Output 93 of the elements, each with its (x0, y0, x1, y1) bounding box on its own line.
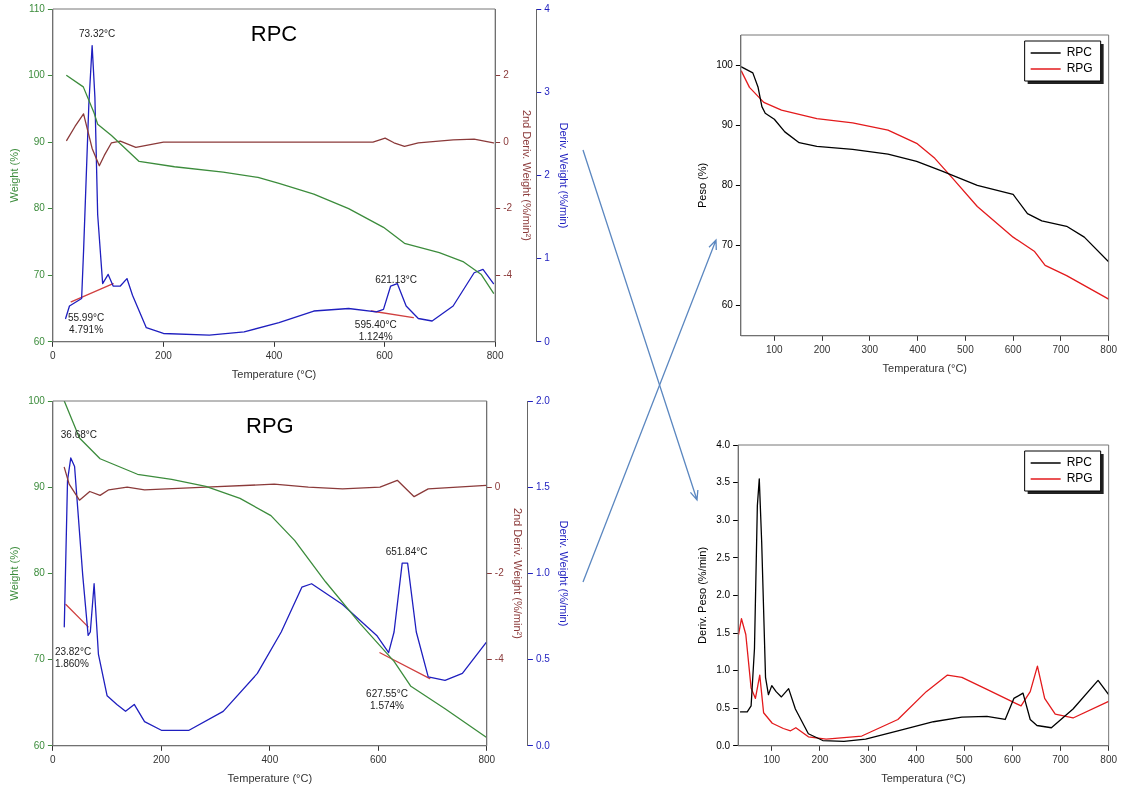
y-tick-label: 0.5 (716, 701, 731, 713)
y2-tick-label: -2 (503, 202, 513, 214)
x-tick-label: 600 (1004, 343, 1022, 355)
y3-tick-label: 1.0 (535, 567, 551, 579)
y3-tick-label: 0 (544, 335, 551, 347)
x-tick-label: 300 (861, 343, 879, 355)
x-tick-label: 200 (153, 753, 171, 765)
annotation: 621.13°C (375, 273, 417, 285)
y3-tick-label: 3 (544, 85, 551, 97)
y-tick-label: 110 (28, 2, 46, 14)
x-tick-label: 600 (376, 349, 394, 361)
y3-axis-title: Deriv. Weight (%/min) (558, 520, 571, 627)
x-tick-label: 500 (957, 343, 975, 355)
y-tick-label: 90 (721, 118, 734, 130)
y2-tick-label: 2 (503, 69, 510, 81)
y2-axis-title: 2nd Deriv. Weight (%/min²) (520, 109, 533, 241)
x-tick-label: 200 (155, 349, 173, 361)
y-axis-title: Deriv. Peso (%/min) (695, 546, 708, 644)
y-axis-title: Weight (%) (7, 546, 20, 601)
y-tick-label: 80 (33, 567, 46, 579)
annotation: 595.40°C 1.124% (354, 318, 397, 342)
annotation: 23.82°C 1.860% (54, 646, 92, 670)
legend-label: RPG (1066, 471, 1093, 486)
y-tick-label: 90 (33, 135, 46, 147)
y-tick-label: 4.0 (716, 438, 731, 450)
x-tick-label: 800 (1100, 753, 1118, 765)
text: RPG (246, 413, 294, 439)
x-tick-label: 400 (907, 753, 925, 765)
x-tick-label: 200 (813, 343, 831, 355)
x-tick-label: 100 (765, 343, 784, 355)
y2-tick-label: -4 (494, 653, 505, 665)
x-tick-label: 100 (763, 753, 781, 765)
y-tick-label: 80 (721, 179, 734, 191)
y3-tick-label: 2 (544, 169, 551, 181)
y-axis-title: Peso (%) (695, 162, 708, 209)
y-tick-label: 90 (33, 480, 46, 492)
x-tick-label: 800 (486, 349, 504, 361)
y-tick-label: 100 (28, 69, 46, 81)
y3-axis-title: Deriv. Weight (%/min) (558, 122, 571, 229)
legend-label: RPG (1066, 61, 1093, 76)
y2-tick-label: 0 (503, 135, 510, 147)
y-tick-label: 2.0 (716, 589, 731, 601)
x-axis-title: Temperature (°C) (231, 368, 317, 381)
x-tick-label: 0 (50, 753, 57, 765)
x-tick-label: 800 (1100, 343, 1118, 355)
annotation: 627.55°C 1.574% (366, 687, 408, 711)
y-tick-label: 60 (33, 335, 46, 347)
x-axis-title: Temperature (°C) (227, 772, 313, 785)
y3-tick-label: 0.0 (535, 739, 551, 751)
y-tick-label: 0.0 (716, 739, 731, 751)
y-tick-label: 3.5 (716, 476, 731, 488)
annotation: 55.99°C 4.791% (67, 312, 105, 336)
legend-label: RPC (1066, 455, 1093, 470)
x-tick-label: 800 (478, 753, 496, 765)
text: RPC (250, 21, 298, 47)
y3-tick-label: 1.5 (535, 480, 551, 492)
y-tick-label: 60 (33, 739, 46, 751)
x-tick-label: 600 (1004, 753, 1022, 765)
y-tick-label: 70 (721, 239, 734, 251)
x-tick-label: 700 (1052, 753, 1070, 765)
y-tick-label: 80 (33, 202, 46, 214)
y-tick-label: 2.5 (716, 551, 731, 563)
x-tick-label: 600 (369, 753, 388, 765)
y2-axis-title: 2nd Deriv. Weight (%/min²) (512, 507, 525, 639)
y2-tick-label: 0 (494, 480, 501, 492)
y-axis-title: Weight (%) (7, 148, 20, 203)
y2-tick-label: -4 (503, 268, 513, 280)
y-tick-label: 100 (716, 58, 734, 70)
x-axis-title: Temperatura (°C) (881, 772, 966, 785)
y3-tick-label: 1 (544, 252, 551, 264)
y3-tick-label: 2.0 (535, 394, 551, 406)
x-tick-label: 400 (265, 349, 283, 361)
y-tick-label: 3.0 (716, 513, 731, 525)
legend-label: RPC (1066, 45, 1093, 60)
y3-tick-label: 0.5 (535, 653, 551, 665)
x-tick-label: 700 (1052, 343, 1070, 355)
x-axis-title: Temperatura (°C) (882, 362, 968, 375)
x-tick-label: 200 (811, 753, 829, 765)
y-tick-label: 70 (33, 268, 46, 280)
y3-tick-label: 4 (544, 2, 551, 14)
x-tick-label: 300 (859, 753, 877, 765)
y-tick-label: 60 (721, 299, 734, 311)
y-tick-label: 100 (28, 394, 46, 406)
y2-tick-label: -2 (494, 567, 505, 579)
x-tick-label: 400 (261, 753, 279, 765)
x-tick-label: 400 (909, 343, 927, 355)
x-tick-label: 0 (50, 349, 57, 361)
y-tick-label: 1.5 (716, 626, 731, 638)
y-tick-label: 1.0 (716, 664, 731, 676)
y-tick-label: 70 (33, 653, 46, 665)
annotation: 73.32°C (78, 27, 116, 39)
x-tick-label: 500 (955, 753, 974, 765)
annotation: 651.84°C (385, 546, 428, 558)
